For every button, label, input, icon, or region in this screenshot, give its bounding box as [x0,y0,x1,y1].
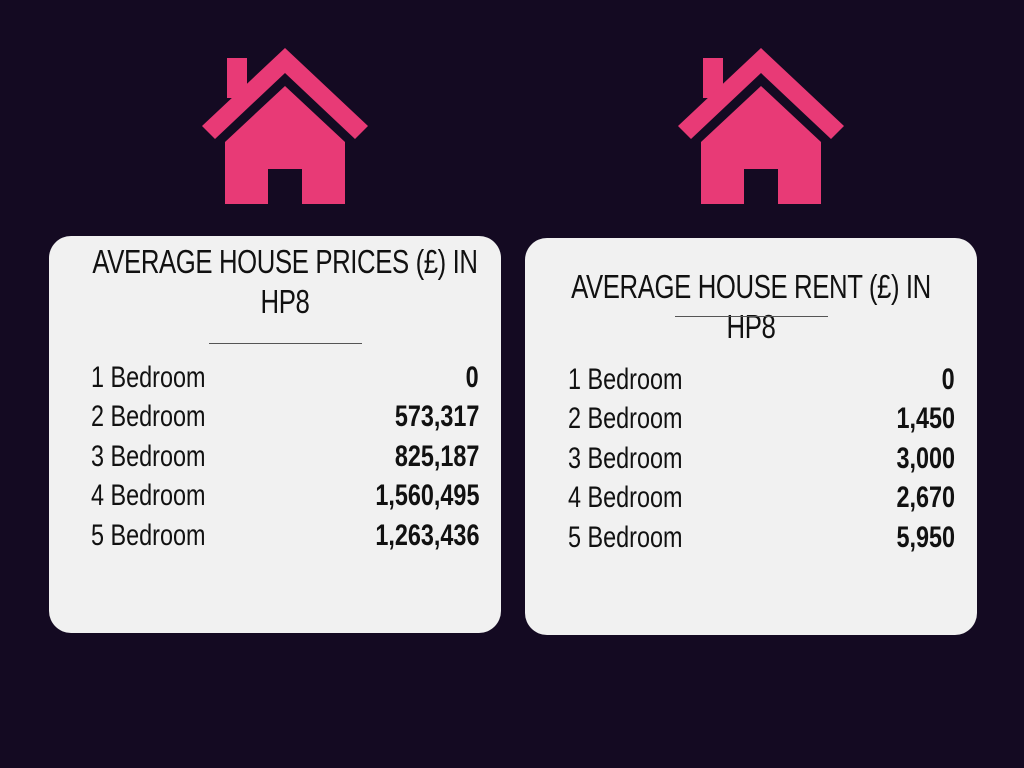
rent-value: 1,450 [896,402,955,436]
house-icon [200,46,370,206]
bedroom-label: 5 Bedroom [91,518,206,552]
list-item: 3 Bedroom 3,000 [568,441,955,480]
bedroom-label: 4 Bedroom [91,479,206,513]
list-item: 5 Bedroom 1,263,436 [91,518,479,557]
rent-value: 0 [941,363,955,396]
price-value: 1,560,495 [374,479,479,513]
rent-value: 3,000 [896,441,955,475]
house-prices-title: AVERAGE HOUSE PRICES (£) IN HP8 [92,243,478,320]
bedroom-label: 1 Bedroom [568,363,683,396]
rent-value: 5,950 [896,520,955,554]
bedroom-label: 3 Bedroom [568,441,683,475]
list-item: 2 Bedroom 1,450 [568,401,955,440]
bedroom-label: 2 Bedroom [91,400,206,434]
price-value: 573,317 [394,400,479,434]
list-item: 2 Bedroom 573,317 [91,399,479,438]
house-rent-title: AVERAGE HOUSE RENT (£) IN HP8 [571,268,931,345]
price-value: 1,263,436 [374,518,479,552]
title-divider [209,343,362,344]
list-item: 3 Bedroom 825,187 [91,439,479,478]
list-item: 4 Bedroom 1,560,495 [91,478,479,517]
bedroom-label: 4 Bedroom [568,481,683,515]
price-value: 825,187 [394,439,479,473]
house-rent-card: AVERAGE HOUSE RENT (£) IN HP8 1 Bedroom … [525,238,977,635]
bedroom-label: 5 Bedroom [568,520,683,554]
house-prices-card: AVERAGE HOUSE PRICES (£) IN HP8 1 Bedroo… [49,236,501,633]
price-value: 0 [465,361,479,394]
house-icon [676,46,846,206]
house-prices-list: 1 Bedroom 0 2 Bedroom 573,317 3 Bedroom … [91,360,479,557]
list-item: 1 Bedroom 0 [91,360,479,399]
rent-value: 2,670 [896,481,955,515]
list-item: 1 Bedroom 0 [568,362,955,401]
title-divider [675,316,828,317]
list-item: 4 Bedroom 2,670 [568,480,955,519]
bedroom-label: 1 Bedroom [91,361,206,394]
house-rent-list: 1 Bedroom 0 2 Bedroom 1,450 3 Bedroom 3,… [568,362,955,559]
bedroom-label: 2 Bedroom [568,402,683,436]
list-item: 5 Bedroom 5,950 [568,520,955,559]
bedroom-label: 3 Bedroom [91,439,206,473]
